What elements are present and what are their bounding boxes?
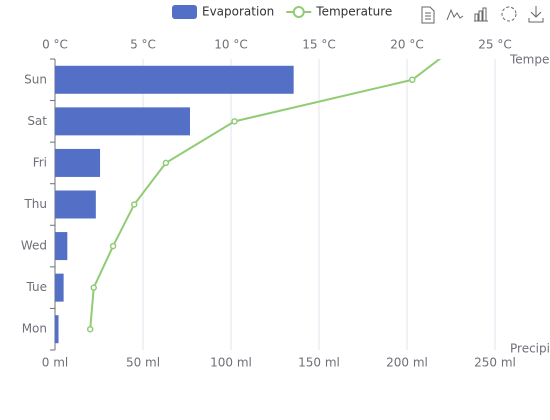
y-tick-label: Mon — [22, 322, 47, 336]
x-tick-label: 250 ml — [474, 356, 516, 370]
point — [162, 159, 170, 167]
bar-switch-button[interactable] — [474, 7, 488, 22]
bar — [55, 190, 96, 219]
x-tick-label: 50 ml — [126, 356, 160, 370]
legend-item[interactable]: Evaporation — [172, 5, 274, 20]
bar — [55, 65, 294, 94]
x2-tick-label: 0 °C — [42, 38, 68, 52]
x-tick-label: 100 ml — [210, 356, 252, 370]
bar — [55, 315, 59, 344]
bar — [55, 148, 101, 177]
x-tick-label: 200 ml — [386, 356, 428, 370]
x2-tick-label: 20 °C — [390, 38, 423, 52]
point — [409, 76, 416, 84]
point — [130, 201, 138, 208]
x-axis-title: Precipitation — [510, 342, 550, 356]
point — [109, 242, 117, 250]
y-tick-label: Tue — [26, 280, 48, 294]
point — [90, 284, 97, 291]
y-tick-label: Sun — [24, 72, 47, 86]
x2-axis-title: Temperature — [509, 53, 550, 67]
legend-item[interactable]: Temperature — [286, 5, 392, 19]
x2-tick-label: 25 °C — [478, 38, 511, 52]
legend-label: Evaporation — [202, 5, 274, 19]
point — [231, 118, 238, 125]
x-tick-label: 0 ml — [42, 356, 68, 370]
point — [464, 36, 469, 41]
plot-area — [55, 36, 469, 344]
bar — [55, 107, 190, 136]
y-tick-label: Fri — [33, 155, 47, 169]
point — [86, 325, 94, 333]
bar — [55, 232, 68, 261]
legend-swatch — [292, 6, 305, 18]
legend-label: Temperature — [315, 5, 392, 19]
legend-swatch — [172, 5, 197, 19]
y-tick-label: Wed — [21, 239, 47, 253]
x-tick-label: 150 ml — [298, 356, 340, 370]
y-tick-label: Sat — [27, 114, 47, 128]
x2-tick-label: 5 °C — [130, 38, 156, 52]
line-switch-button[interactable] — [446, 8, 464, 21]
x2-tick-label: 15 °C — [302, 38, 335, 52]
line — [89, 59, 442, 330]
x2-tick-label: 10 °C — [214, 38, 247, 52]
data-view-button[interactable] — [421, 6, 435, 24]
toolbox — [421, 6, 544, 24]
save-image-button[interactable] — [528, 6, 544, 23]
bar — [55, 273, 64, 302]
restore-button[interactable] — [501, 6, 517, 22]
y-tick-label: Thu — [23, 197, 47, 211]
